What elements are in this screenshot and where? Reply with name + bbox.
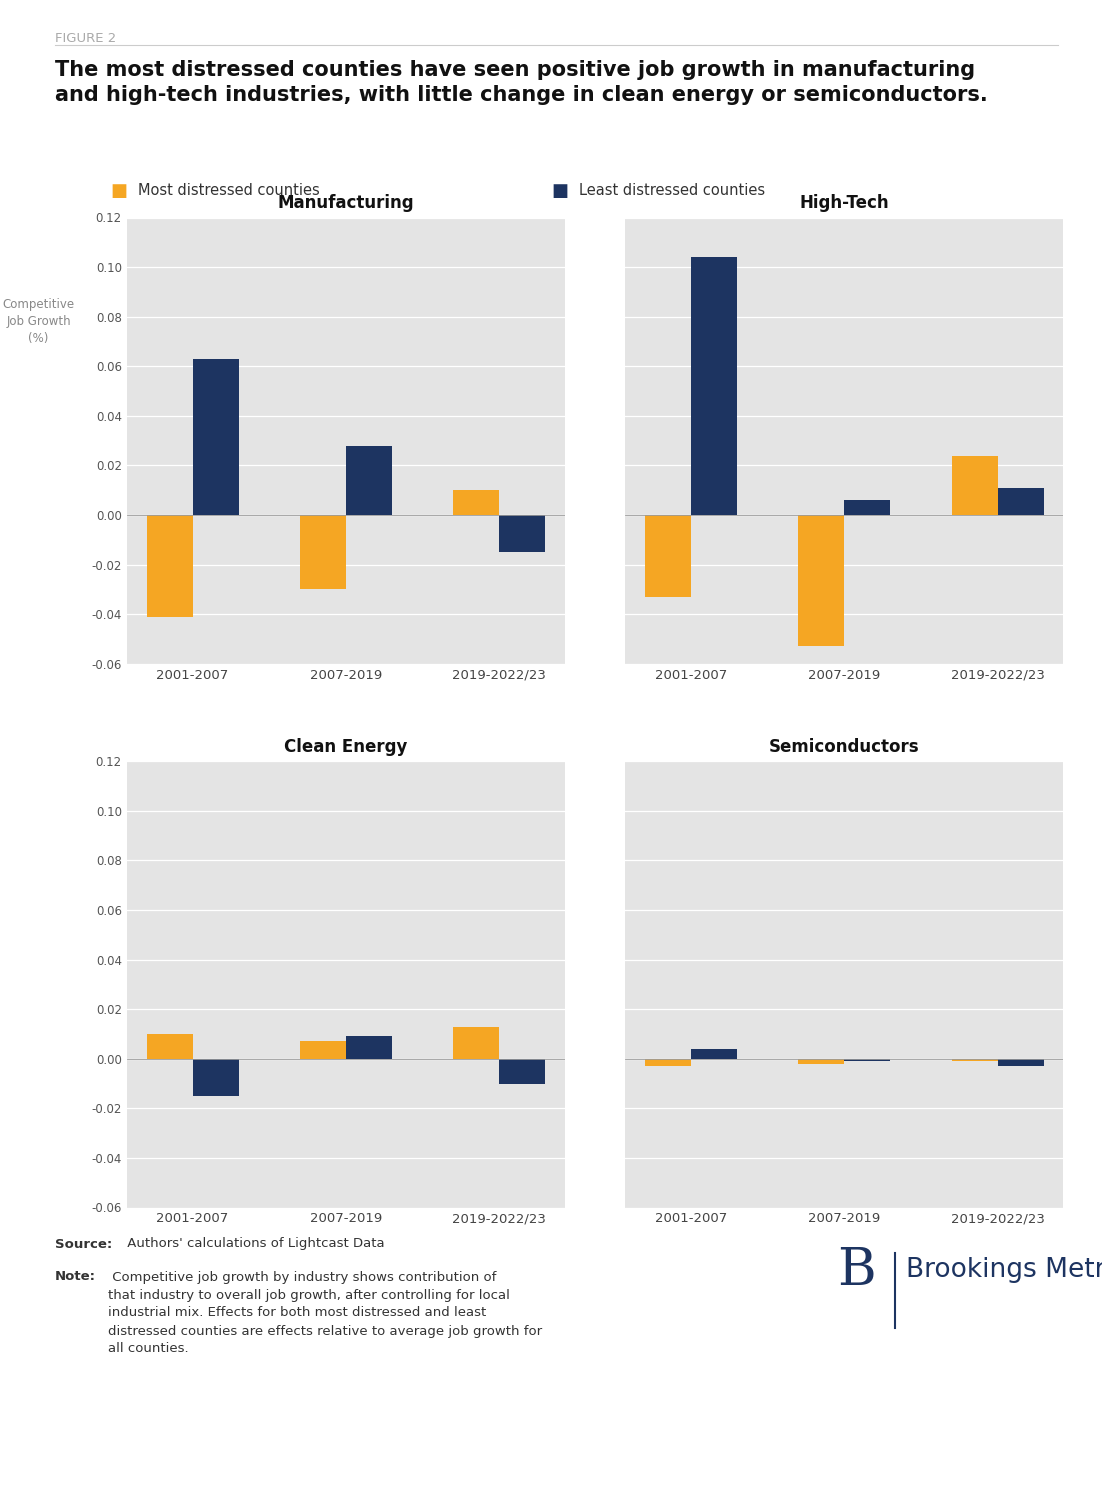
Text: ■: ■ — [551, 182, 568, 200]
Bar — [453, 490, 499, 514]
Bar — [346, 446, 391, 514]
Bar — [952, 456, 997, 514]
Bar — [844, 500, 890, 514]
Bar — [952, 1059, 997, 1060]
Text: Authors' calculations of Lightcast Data: Authors' calculations of Lightcast Data — [123, 1238, 385, 1251]
Bar — [147, 514, 193, 616]
Bar — [997, 1059, 1044, 1066]
Bar — [193, 358, 238, 514]
Text: ■: ■ — [110, 182, 127, 200]
Bar — [346, 1036, 391, 1059]
Bar — [799, 514, 844, 646]
Text: B: B — [838, 1245, 876, 1296]
Bar — [499, 1059, 544, 1083]
Bar — [453, 1026, 499, 1059]
Bar — [691, 1048, 737, 1059]
Text: Note:: Note: — [55, 1270, 96, 1284]
Bar — [844, 1059, 890, 1060]
Text: Least distressed counties: Least distressed counties — [579, 183, 765, 198]
Text: Competitive
Job Growth
(%): Competitive Job Growth (%) — [2, 298, 75, 345]
Bar — [646, 1059, 691, 1066]
Title: High-Tech: High-Tech — [800, 194, 889, 211]
Title: Manufacturing: Manufacturing — [278, 194, 414, 211]
Bar — [300, 514, 346, 590]
Bar — [300, 1041, 346, 1059]
Bar — [147, 1034, 193, 1059]
Text: The most distressed counties have seen positive job growth in manufacturing
and : The most distressed counties have seen p… — [55, 60, 987, 105]
Bar — [691, 256, 737, 514]
Text: FIGURE 2: FIGURE 2 — [55, 32, 117, 45]
Bar — [646, 514, 691, 597]
Title: Clean Energy: Clean Energy — [284, 738, 408, 756]
Text: Competitive job growth by industry shows contribution of
that industry to overal: Competitive job growth by industry shows… — [108, 1270, 542, 1356]
Bar — [997, 488, 1044, 514]
Title: Semiconductors: Semiconductors — [769, 738, 920, 756]
Bar — [193, 1059, 238, 1096]
Text: Source:: Source: — [55, 1238, 112, 1251]
Bar — [799, 1059, 844, 1064]
Text: Brookings Metro: Brookings Metro — [906, 1257, 1102, 1282]
Bar — [499, 514, 544, 552]
Text: Most distressed counties: Most distressed counties — [138, 183, 320, 198]
